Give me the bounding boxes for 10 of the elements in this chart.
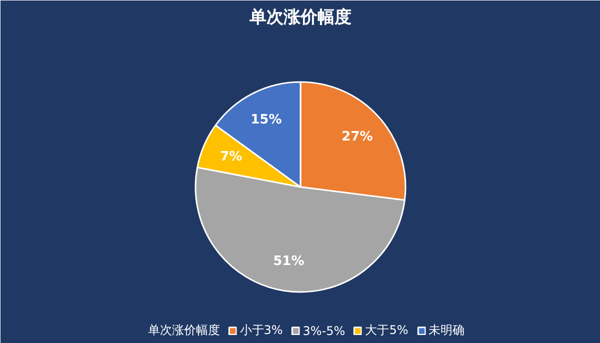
data-label: 51%	[273, 254, 304, 269]
legend-label: 大于5%	[365, 322, 408, 339]
legend-label: 未明确	[428, 322, 464, 339]
chart-title: 单次涨价幅度	[248, 8, 352, 28]
data-label: 15%	[250, 112, 282, 128]
data-label: 27%	[342, 130, 373, 145]
category-label: 单次涨价幅度	[148, 323, 220, 337]
data-label: 7%	[220, 150, 242, 165]
legend-label: 小于3%	[240, 322, 283, 339]
legend-label: 3%-5%	[302, 324, 346, 338]
